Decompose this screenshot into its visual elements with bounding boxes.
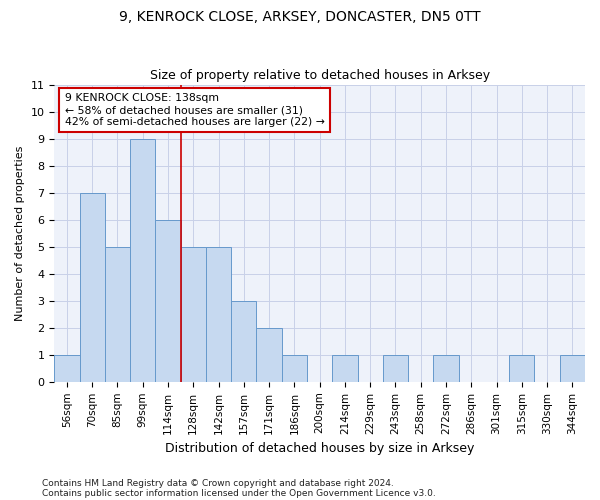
Bar	[383, 355, 408, 382]
Bar	[433, 355, 458, 382]
Text: 9, KENROCK CLOSE, ARKSEY, DONCASTER, DN5 0TT: 9, KENROCK CLOSE, ARKSEY, DONCASTER, DN5…	[119, 10, 481, 24]
Bar	[509, 355, 535, 382]
Bar	[130, 138, 155, 382]
Text: Contains public sector information licensed under the Open Government Licence v3: Contains public sector information licen…	[42, 488, 436, 498]
X-axis label: Distribution of detached houses by size in Arksey: Distribution of detached houses by size …	[165, 442, 475, 455]
Bar	[54, 355, 80, 382]
Bar	[256, 328, 282, 382]
Text: Contains HM Land Registry data © Crown copyright and database right 2024.: Contains HM Land Registry data © Crown c…	[42, 478, 394, 488]
Bar	[181, 246, 206, 382]
Bar	[332, 355, 358, 382]
Bar	[231, 300, 256, 382]
Bar	[560, 355, 585, 382]
Title: Size of property relative to detached houses in Arksey: Size of property relative to detached ho…	[149, 69, 490, 82]
Bar	[206, 246, 231, 382]
Text: 9 KENROCK CLOSE: 138sqm
← 58% of detached houses are smaller (31)
42% of semi-de: 9 KENROCK CLOSE: 138sqm ← 58% of detache…	[65, 94, 325, 126]
Bar	[155, 220, 181, 382]
Bar	[80, 192, 105, 382]
Bar	[282, 355, 307, 382]
Bar	[105, 246, 130, 382]
Y-axis label: Number of detached properties: Number of detached properties	[15, 146, 25, 321]
